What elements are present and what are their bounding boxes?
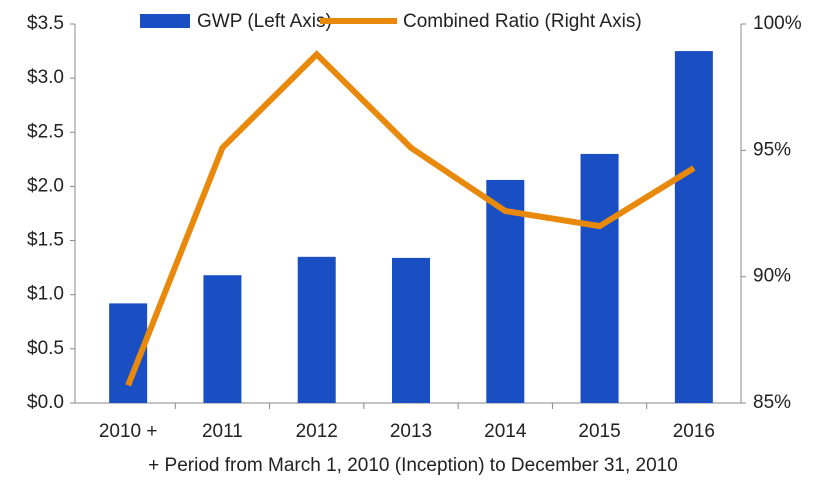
x-tick-label: 2016: [673, 421, 715, 442]
bar: [486, 179, 525, 403]
y2-tick-label: 90%: [753, 266, 791, 287]
y-tick-label: $3.0: [27, 67, 64, 88]
y-tick-label: $0.5: [27, 338, 64, 359]
legend-swatch: [140, 14, 190, 28]
bar: [203, 275, 242, 403]
bar: [674, 51, 713, 403]
footnote: + Period from March 1, 2010 (Inception) …: [148, 455, 678, 476]
y-tick-label: $2.0: [27, 175, 64, 196]
y2-tick-label: 85%: [753, 392, 791, 413]
x-tick-label: 2014: [484, 421, 527, 442]
x-tick-label: 2015: [578, 421, 620, 442]
y-tick-label: $1.0: [27, 284, 64, 305]
x-tick-label: 2010 +: [99, 421, 158, 442]
y-tick-label: $0.0: [27, 392, 64, 413]
y-tick-label: $3.5: [27, 13, 64, 34]
line: [125, 50, 696, 387]
x-tick-label: 2013: [390, 421, 432, 442]
x-tick-label: 2011: [202, 421, 243, 442]
legend-label: Combined Ratio (Right Axis): [403, 11, 642, 32]
y-tick-label: $1.5: [27, 230, 64, 251]
y-tick-label: $2.5: [27, 121, 64, 142]
bar: [297, 256, 336, 403]
x-tick-label: 2012: [296, 421, 338, 442]
y2-tick-label: 100%: [753, 13, 802, 34]
bar: [392, 257, 430, 403]
y2-tick-label: 95%: [753, 139, 791, 160]
bar: [580, 153, 619, 403]
legend-label: GWP (Left Axis): [197, 11, 332, 32]
